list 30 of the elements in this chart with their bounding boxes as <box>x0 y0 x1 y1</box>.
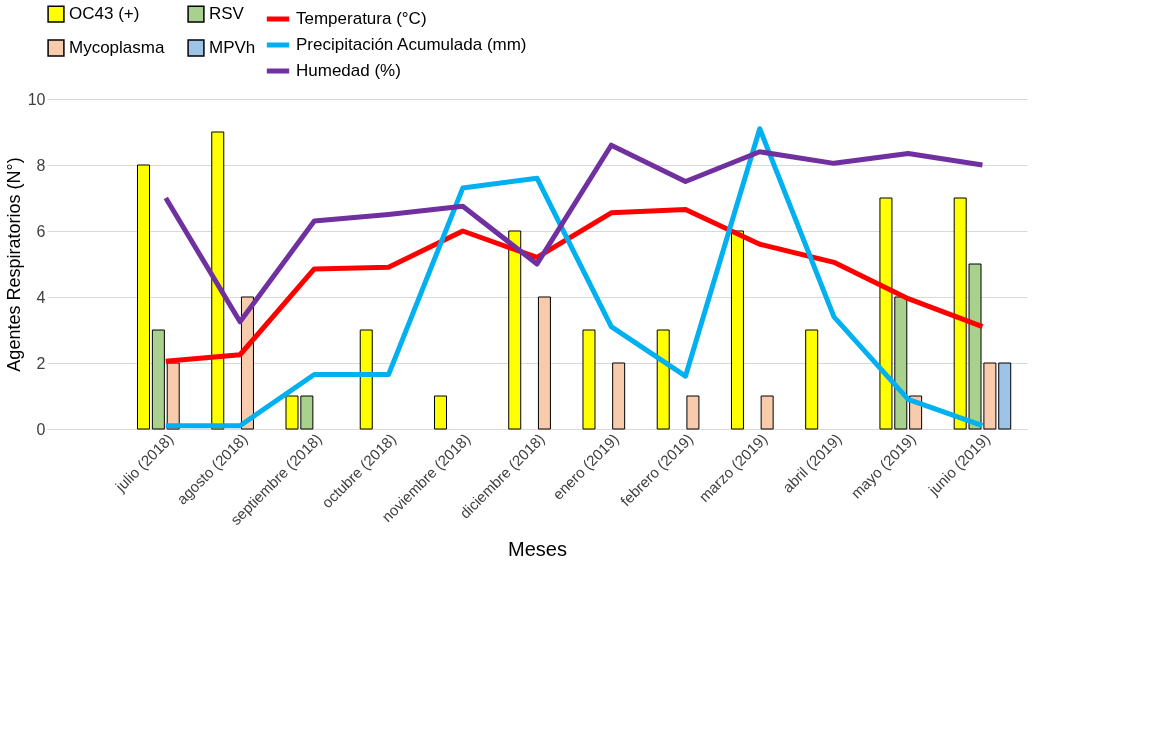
bar <box>359 329 373 430</box>
x-axis-title: Meses <box>508 538 567 561</box>
bar <box>760 395 774 430</box>
bar <box>211 131 225 430</box>
bar <box>151 329 165 430</box>
bar <box>433 395 447 430</box>
legend-label: MPVh <box>209 38 256 57</box>
bar <box>656 329 670 430</box>
bar <box>582 329 596 430</box>
y-axis-title: Agentes Respiratorios (N°) <box>3 157 24 372</box>
bar <box>686 395 700 430</box>
y-tick-label: 8 <box>36 156 46 174</box>
legend-label: Humedad (%) <box>296 61 401 80</box>
y-tick-label: 2 <box>36 354 46 372</box>
legend-label: Temperatura (°C) <box>296 9 427 28</box>
y-tick-label: 6 <box>36 222 46 240</box>
bar <box>508 230 522 430</box>
legend-label: RSV <box>209 4 245 24</box>
y-tick-label: 4 <box>36 288 46 306</box>
bar <box>137 164 151 430</box>
bar <box>612 362 626 430</box>
bar <box>537 296 551 430</box>
y-tick-label: 10 <box>27 90 46 108</box>
bar <box>166 362 180 430</box>
y-tick-label: 0 <box>36 420 46 438</box>
legend-label: Precipitación Acumulada (mm) <box>296 35 527 54</box>
bar <box>730 230 744 430</box>
bar <box>805 329 819 430</box>
legend-label: Mycoplasma <box>69 38 165 57</box>
legend-label: OC43 (+) <box>69 4 140 24</box>
